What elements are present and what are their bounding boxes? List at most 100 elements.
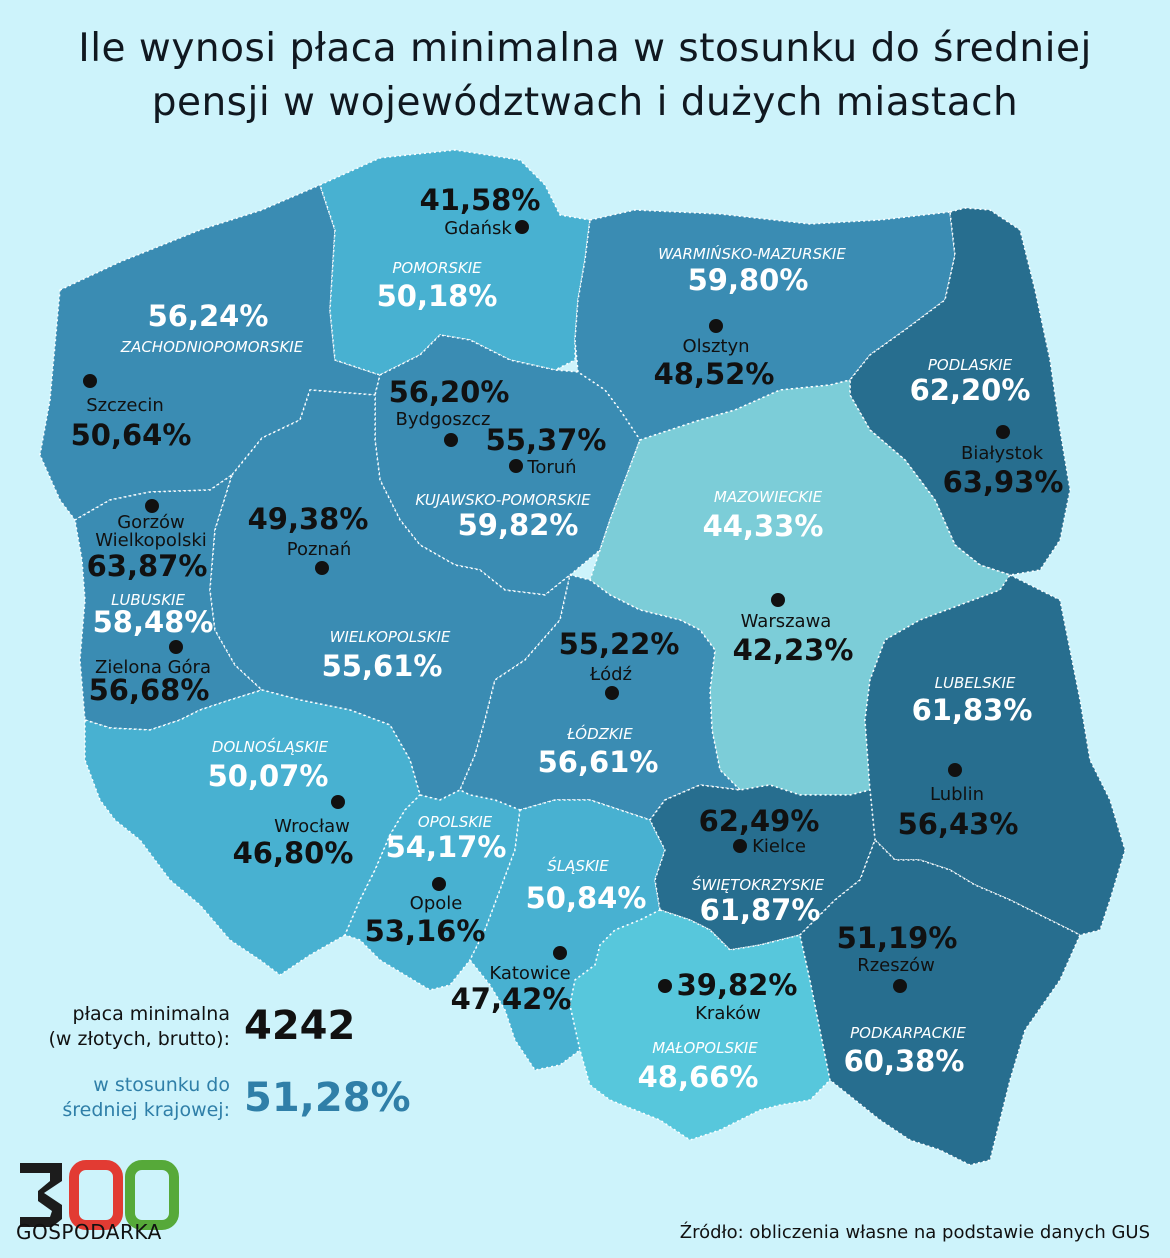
city-dot — [83, 374, 97, 388]
city-dot — [509, 459, 523, 473]
source-note: Źródło: obliczenia własne na podstawie d… — [679, 1222, 1150, 1243]
region-value: 62,20% — [910, 373, 1031, 407]
city-olsztyn: Olsztyn 48,52% — [654, 319, 775, 391]
city-name: Białystok — [961, 443, 1044, 464]
city-bydgoszcz: 56,20% Bydgoszcz — [389, 375, 509, 447]
city-dot — [432, 877, 446, 891]
region-value: 56,24% — [148, 299, 269, 333]
city-dot — [771, 593, 785, 607]
city-opole: Opole 53,16% — [365, 877, 485, 948]
city-value: 63,87% — [87, 549, 208, 583]
region-name: MAZOWIECKIE — [714, 488, 823, 506]
city-value: 63,93% — [943, 465, 1064, 499]
city-value: 55,22% — [559, 627, 680, 661]
city-poznan: 49,38% Poznań — [248, 502, 369, 575]
region-shape-zachodniopomorskie — [39, 184, 381, 521]
region-value: 48,66% — [638, 1060, 759, 1094]
region-label-lodzkie: ŁÓDZKIE 56,61% — [538, 724, 659, 779]
region-name: LUBUSKIE — [111, 591, 185, 609]
region-value: 50,84% — [526, 881, 647, 915]
region-value: 60,38% — [844, 1044, 965, 1078]
region-name: KUJAWSKO-POMORSKIE — [415, 491, 591, 509]
region-value: 50,18% — [377, 279, 498, 313]
city-torun: 55,37% Toruń — [486, 423, 607, 478]
region-name: WARMIŃSKO-MAZURSKIE — [658, 244, 846, 263]
logo-text: GOSPODARKA — [16, 1220, 162, 1244]
city-name: Gorzów — [117, 512, 185, 533]
city-name-line-2: Wielkopolski — [95, 530, 207, 551]
region-name: ZACHODNIOPOMORSKIE — [120, 338, 304, 356]
city-gdansk: 41,58% Gdańsk — [420, 183, 541, 239]
region-label-pomorskie: POMORSKIE 50,18% — [377, 259, 498, 313]
city-name: Rzeszów — [857, 955, 935, 976]
region-shape-malopolskie — [569, 909, 831, 1141]
logo-300 — [20, 1160, 179, 1230]
region-value: 55,61% — [322, 649, 443, 683]
city-value: 51,19% — [837, 921, 958, 955]
city-name: Toruń — [526, 457, 576, 478]
city-dot — [553, 946, 567, 960]
city-name: Kraków — [695, 1003, 761, 1024]
city-value: 48,52% — [654, 357, 775, 391]
city-dot — [145, 499, 159, 513]
city-krakow: 39,82% Kraków — [658, 968, 797, 1024]
city-dot — [733, 839, 747, 853]
city-rzeszow: 51,19% Rzeszów — [837, 921, 958, 993]
region-label-podlaskie: PODLASKIE 62,20% — [910, 356, 1031, 407]
city-name: Warszawa — [741, 611, 832, 632]
region-label-lubelskie: LUBELSKIE 61,83% — [912, 674, 1033, 727]
region-name: LUBELSKIE — [935, 674, 1016, 692]
city-name: Katowice — [489, 963, 570, 984]
region-label-malopolskie: MAŁOPOLSKIE 48,66% — [638, 1039, 759, 1094]
title-line-1: Ile wynosi płaca minimalna w stosunku do… — [78, 26, 1092, 71]
city-value: 42,23% — [733, 633, 854, 667]
region-shape-warminsko-mazurskie — [574, 209, 956, 441]
region-label-zachodniopomorskie: 56,24% ZACHODNIOPOMORSKIE — [120, 299, 304, 356]
region-label-wielkopolskie: WIELKOPOLSKIE 55,61% — [322, 628, 451, 683]
region-shape-dolnoslaskie — [84, 689, 421, 976]
city-katowice: Katowice 47,42% — [451, 946, 572, 1016]
city-dot — [709, 319, 723, 333]
city-bialystok: Białystok 63,93% — [943, 425, 1064, 499]
city-value: 62,49% — [699, 804, 820, 838]
region-shape-swietokrzyskie — [649, 784, 876, 951]
city-dot — [658, 979, 672, 993]
region-value: 61,87% — [700, 893, 821, 927]
region-name: PODKARPACKIE — [850, 1024, 966, 1042]
region-value: 56,61% — [538, 745, 659, 779]
city-value: 39,82% — [677, 968, 798, 1002]
region-shape-lubuskie — [74, 474, 263, 731]
city-gorzow-wielkopolski: Gorzów Wielkopolski 63,87% — [87, 499, 208, 583]
region-value: 54,17% — [386, 830, 507, 864]
region-shape-opolskie — [344, 789, 521, 991]
city-name: Bydgoszcz — [395, 409, 490, 430]
region-value: 59,82% — [458, 508, 579, 542]
region-name: PODLASKIE — [928, 356, 1013, 374]
region-name: ŁÓDZKIE — [566, 724, 633, 743]
city-value: 46,80% — [233, 836, 354, 870]
city-kielce: 62,49% Kielce — [699, 804, 820, 857]
city-value: 49,38% — [248, 502, 369, 536]
city-lublin: Lublin 56,43% — [898, 763, 1018, 841]
city-name: Kielce — [752, 836, 806, 857]
city-dot — [515, 220, 529, 234]
region-label-kujawsko-pomorskie: KUJAWSKO-POMORSKIE 59,82% — [415, 491, 591, 542]
title-line-2: pensji w województwach i dużych miastach — [151, 80, 1019, 125]
city-value: 55,37% — [486, 423, 607, 457]
region-label-dolnoslaskie: DOLNOŚLĄSKIE 50,07% — [208, 737, 329, 793]
region-name: ŚLĄSKIE — [547, 856, 609, 875]
city-value: 41,58% — [420, 183, 541, 217]
city-value: 56,68% — [89, 673, 210, 707]
region-value: 50,07% — [208, 759, 329, 793]
city-value: 47,42% — [451, 982, 572, 1016]
city-zielona-gora: Zielona Góra 56,68% — [89, 640, 211, 707]
region-label-swietokrzyskie: ŚWIĘTOKRZYSKIE 61,87% — [692, 875, 825, 927]
logo-digit-0-red — [69, 1160, 123, 1230]
city-name: Lublin — [930, 784, 984, 805]
region-shape-podkarpackie — [799, 839, 1081, 1166]
region-label-warminsko-mazurskie: WARMIŃSKO-MAZURSKIE 59,80% — [658, 244, 846, 297]
region-name: POMORSKIE — [392, 259, 482, 277]
city-dot — [331, 795, 345, 809]
region-label-lubuskie: LUBUSKIE 58,48% — [93, 591, 214, 639]
city-dot — [169, 640, 183, 654]
